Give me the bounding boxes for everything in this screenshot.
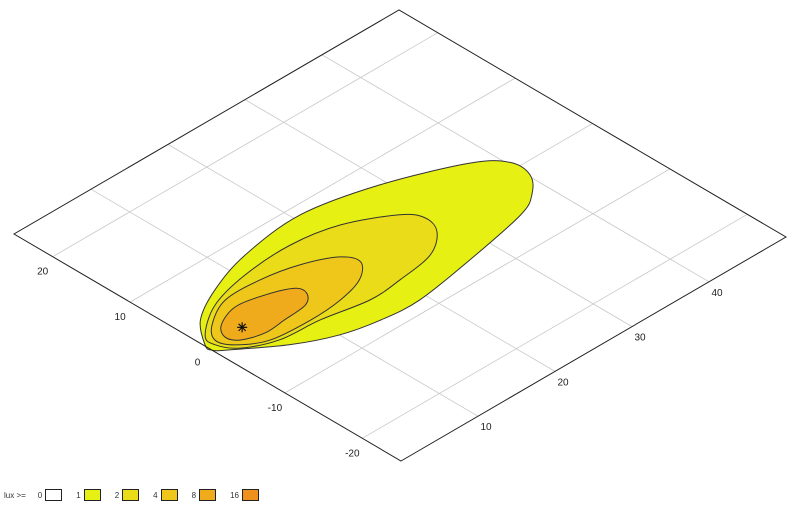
luminaire-marker-icon [237,322,248,333]
plot-frame [13,9,787,462]
legend-swatch [45,489,63,501]
legend-label: 2 [114,490,120,500]
legend-label: 16 [230,490,239,500]
y-tick-label: 10 [115,312,127,323]
legend-swatch [83,489,101,501]
legend-item: 0 [37,489,63,501]
legend-title: lux >= [4,490,26,500]
grid-line-y [284,168,671,394]
isolux-plot: 20 10 0 -10 -20 10 20 30 40 [13,9,787,462]
legend-label: 8 [191,490,197,500]
legend-item: 1 [76,489,101,501]
legend-item: 2 [114,489,140,501]
y-tick-label: -10 [268,403,283,414]
y-tick-label: -20 [345,448,360,459]
grid-line-y [52,32,438,258]
tick-labels: 20 10 0 -10 -20 10 20 30 40 [37,267,723,460]
legend-swatch [241,489,259,501]
contours [199,160,534,352]
legend-swatch [122,489,140,501]
legend-item: 16 [230,489,259,501]
x-tick-label: 10 [480,422,492,433]
x-tick-label: 20 [557,377,569,388]
legend-swatch [199,489,217,501]
y-tick-label: 20 [37,267,49,278]
y-tick-label: 0 [195,358,201,369]
x-tick-label: 40 [711,288,723,299]
legend-item: 4 [153,489,178,501]
grid-line-y [362,213,748,439]
legend-label: 1 [76,490,81,500]
legend-swatch [160,489,178,501]
legend-item: 8 [191,489,217,501]
legend: lux >= 0 1 2 4 8 16 [4,489,273,501]
grid-line-y [129,77,516,303]
x-tick-label: 30 [634,333,646,344]
legend-label: 4 [153,490,158,500]
legend-label: 0 [37,490,43,500]
